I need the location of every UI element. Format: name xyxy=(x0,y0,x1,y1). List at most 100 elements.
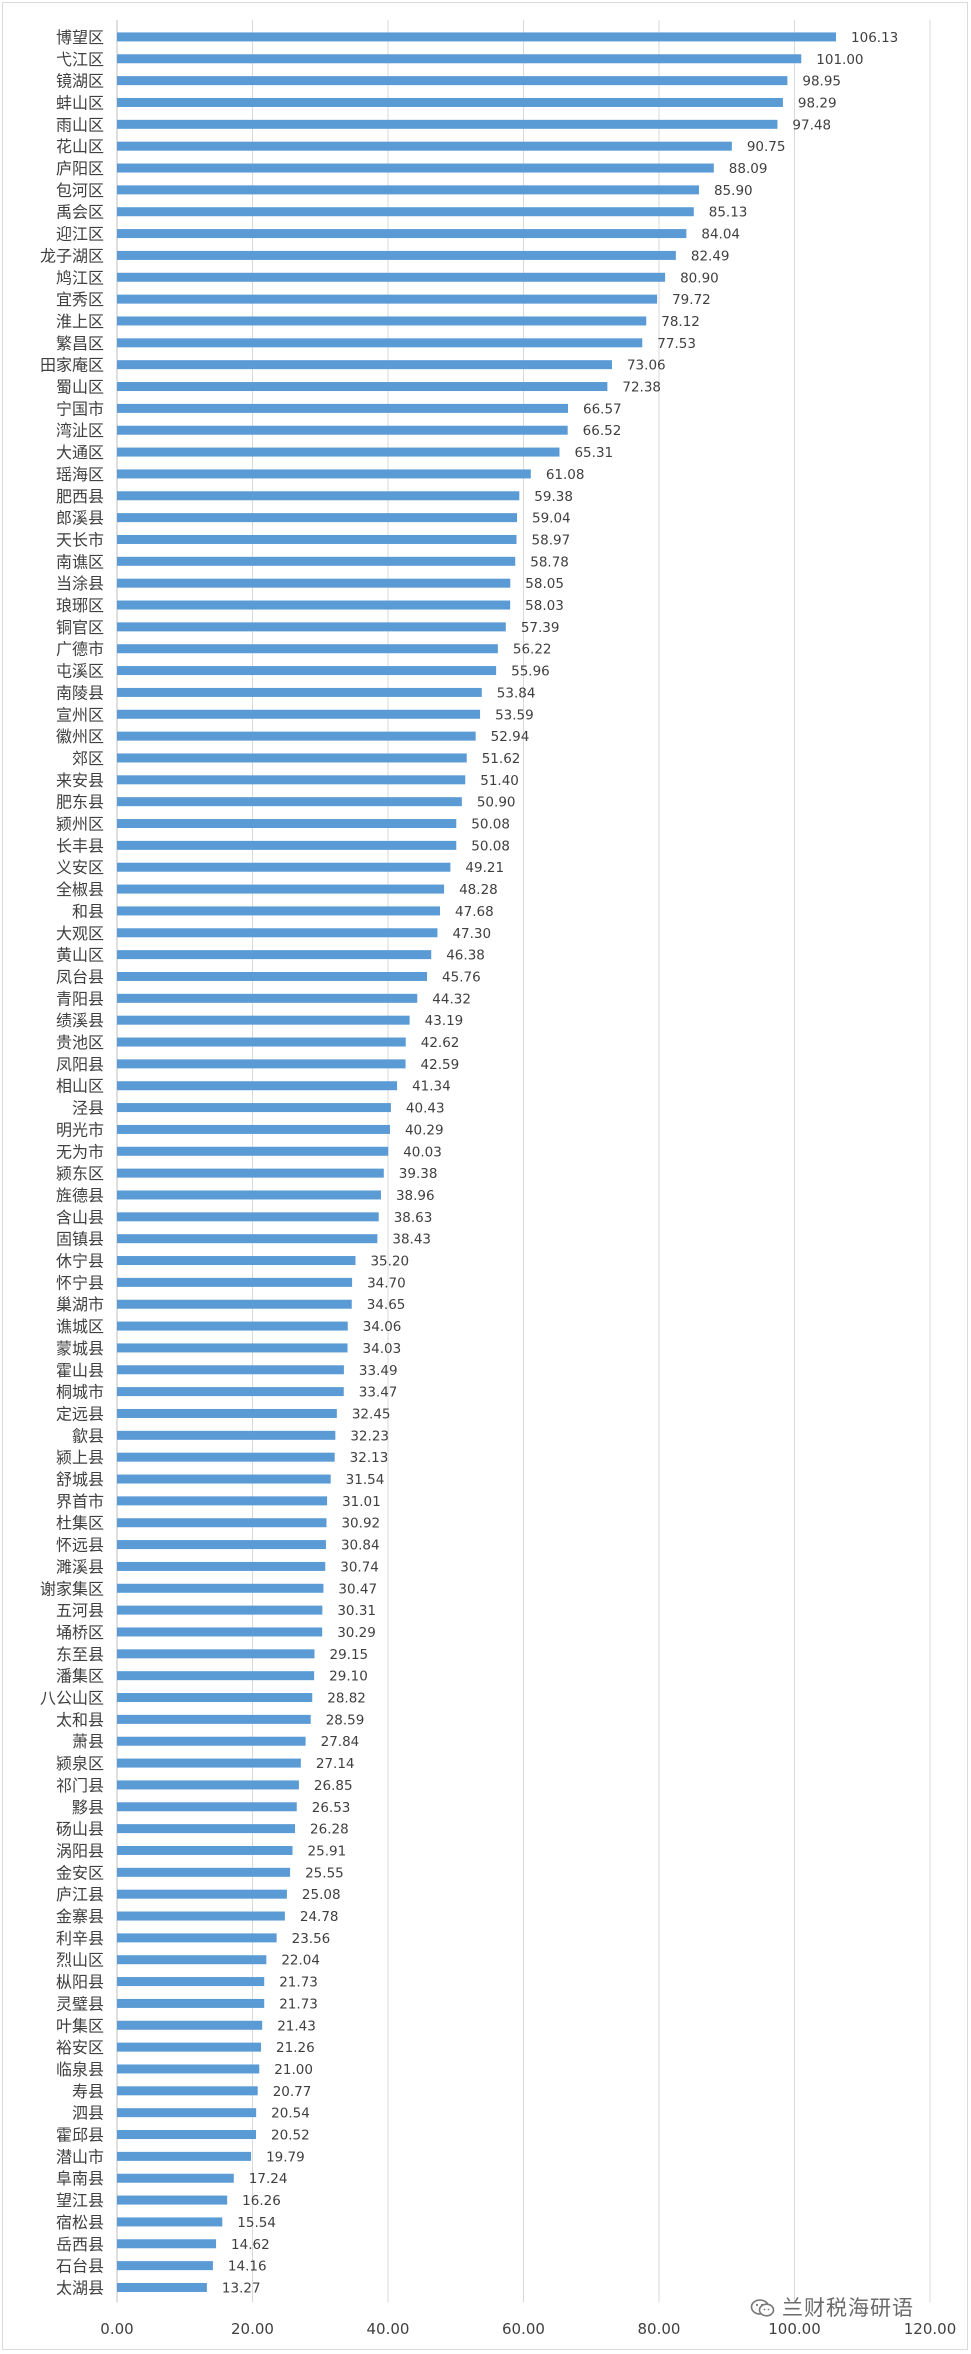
value-label: 66.57 xyxy=(583,401,622,417)
value-label: 42.59 xyxy=(421,1057,460,1073)
category-label: 潘集区 xyxy=(56,1667,104,1686)
category-label: 无为市 xyxy=(56,1142,104,1161)
value-label: 30.92 xyxy=(341,1516,380,1532)
value-label: 43.19 xyxy=(425,1013,464,1029)
bar xyxy=(117,2108,257,2118)
x-tick-label: 80.00 xyxy=(638,2320,681,2338)
value-label: 98.95 xyxy=(802,74,841,90)
value-label: 38.63 xyxy=(394,1210,433,1226)
value-label: 42.62 xyxy=(421,1035,460,1051)
bar xyxy=(117,1081,398,1091)
category-label: 祁门县 xyxy=(56,1776,104,1795)
bar xyxy=(117,1758,301,1768)
bar xyxy=(117,666,497,676)
bar xyxy=(117,1824,296,1834)
bar xyxy=(117,819,457,829)
bar xyxy=(117,1015,410,1025)
value-label: 39.38 xyxy=(399,1166,438,1182)
category-label: 黄山区 xyxy=(56,946,104,965)
category-label: 南陵县 xyxy=(56,683,104,702)
value-label: 23.56 xyxy=(292,1931,331,1947)
value-label: 27.84 xyxy=(321,1734,360,1750)
category-label: 泾县 xyxy=(72,1099,104,1118)
category-label: 蒙城县 xyxy=(56,1339,104,1358)
value-label: 98.29 xyxy=(798,95,837,111)
category-label: 石台县 xyxy=(56,2257,104,2276)
bar xyxy=(117,687,482,697)
value-label: 101.00 xyxy=(816,52,863,68)
value-label: 53.84 xyxy=(497,685,536,701)
value-label: 38.96 xyxy=(396,1188,435,1204)
category-label: 临泉县 xyxy=(56,2060,104,2079)
bar xyxy=(117,1693,313,1703)
category-label: 怀宁县 xyxy=(56,1273,104,1292)
value-label: 21.00 xyxy=(274,2062,313,2078)
value-label: 65.31 xyxy=(574,445,613,461)
category-label: 凤阳县 xyxy=(56,1055,104,1074)
value-label: 30.74 xyxy=(340,1559,379,1575)
value-label: 79.72 xyxy=(672,292,711,308)
value-label: 44.32 xyxy=(432,991,471,1007)
bar xyxy=(117,119,778,129)
category-label: 屯溪区 xyxy=(56,662,104,681)
value-label: 78.12 xyxy=(661,314,700,330)
bar xyxy=(117,1430,336,1440)
bar xyxy=(117,840,457,850)
bar xyxy=(117,2151,252,2161)
value-label: 26.28 xyxy=(310,1822,349,1838)
bar xyxy=(117,2217,223,2227)
category-label: 镜湖区 xyxy=(56,72,104,91)
bar xyxy=(117,1124,390,1134)
value-label: 34.06 xyxy=(363,1319,402,1335)
bar xyxy=(117,971,428,981)
bar xyxy=(117,272,666,282)
bar xyxy=(117,1845,293,1855)
category-label: 义安区 xyxy=(56,858,104,877)
bar xyxy=(117,1277,353,1287)
x-tick-label: 120.00 xyxy=(904,2320,957,2338)
value-label: 97.48 xyxy=(792,117,831,133)
value-label: 66.52 xyxy=(583,423,622,439)
category-label: 裕安区 xyxy=(56,2038,104,2057)
wechat-icon xyxy=(750,2299,775,2317)
bar xyxy=(117,622,506,632)
value-label: 40.43 xyxy=(406,1101,445,1117)
value-label: 47.30 xyxy=(452,926,491,942)
value-label: 22.04 xyxy=(281,1953,320,1969)
value-label: 25.55 xyxy=(305,1865,344,1881)
value-label: 28.59 xyxy=(326,1712,365,1728)
value-label: 84.04 xyxy=(701,227,740,243)
bar xyxy=(117,753,467,763)
category-label: 繁昌区 xyxy=(56,334,104,353)
value-label: 56.22 xyxy=(513,642,552,658)
value-label: 80.90 xyxy=(680,270,719,286)
value-label: 29.15 xyxy=(329,1647,368,1663)
bar xyxy=(117,2173,234,2183)
category-label: 花山区 xyxy=(56,137,104,156)
category-label: 庐江县 xyxy=(56,1885,104,1904)
category-label: 蜀山区 xyxy=(56,378,104,397)
value-label: 34.03 xyxy=(363,1341,402,1357)
category-label: 固镇县 xyxy=(56,1230,104,1249)
bar xyxy=(117,338,643,348)
category-label: 萧县 xyxy=(72,1732,104,1751)
bar xyxy=(117,556,516,566)
bar xyxy=(117,1146,389,1156)
category-label: 八公山区 xyxy=(40,1689,104,1708)
bar xyxy=(117,316,647,326)
bar xyxy=(117,1299,352,1309)
bar xyxy=(117,2195,228,2205)
x-tick-label: 100.00 xyxy=(768,2320,821,2338)
value-label: 27.14 xyxy=(316,1756,355,1772)
category-label: 砀山县 xyxy=(56,1820,104,1839)
bar xyxy=(117,1955,267,1965)
value-label: 59.38 xyxy=(534,489,573,505)
bar xyxy=(117,1671,315,1681)
value-label: 20.54 xyxy=(271,2106,310,2122)
bar xyxy=(117,1714,311,1724)
category-label: 鸠江区 xyxy=(56,268,104,287)
bar xyxy=(117,403,569,413)
category-label: 利辛县 xyxy=(56,1929,104,1948)
category-label: 广德市 xyxy=(56,640,104,659)
